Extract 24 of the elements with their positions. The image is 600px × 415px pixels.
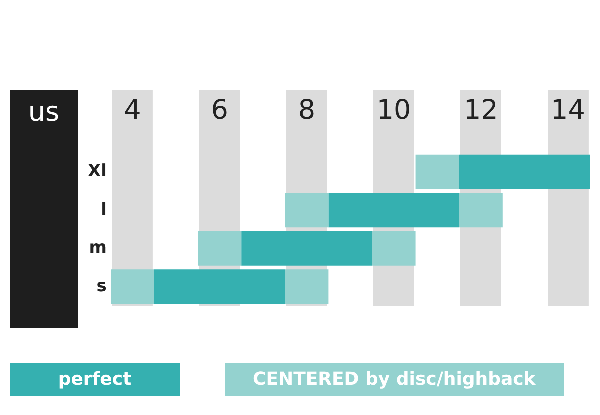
- bar: [285, 270, 329, 304]
- x-tick-label: 12: [464, 94, 498, 126]
- text: perfect: [10, 363, 180, 396]
- bar: [242, 231, 372, 266]
- bar: [372, 231, 416, 266]
- x-tick-label: 8: [298, 94, 316, 126]
- x-tick-label: 14: [551, 94, 586, 126]
- x-tick-label: 4: [124, 94, 142, 126]
- x-axis-title: us: [10, 90, 78, 328]
- bar: [154, 270, 286, 304]
- bar: [198, 231, 242, 266]
- text: CENTERED by disc/highback: [225, 363, 564, 396]
- x-tick-label: 6: [211, 94, 228, 126]
- y-tick-label: m: [89, 238, 107, 258]
- bar: [459, 154, 590, 190]
- bar: [110, 270, 154, 304]
- bar: [285, 193, 329, 228]
- y-tick-label: Xl: [88, 162, 107, 182]
- y-tick-label: s: [96, 276, 107, 296]
- bar: [459, 193, 503, 228]
- bar: [416, 154, 460, 190]
- y-tick-label: l: [101, 200, 107, 220]
- bar: [328, 193, 460, 228]
- x-tick-label: 10: [376, 94, 412, 126]
